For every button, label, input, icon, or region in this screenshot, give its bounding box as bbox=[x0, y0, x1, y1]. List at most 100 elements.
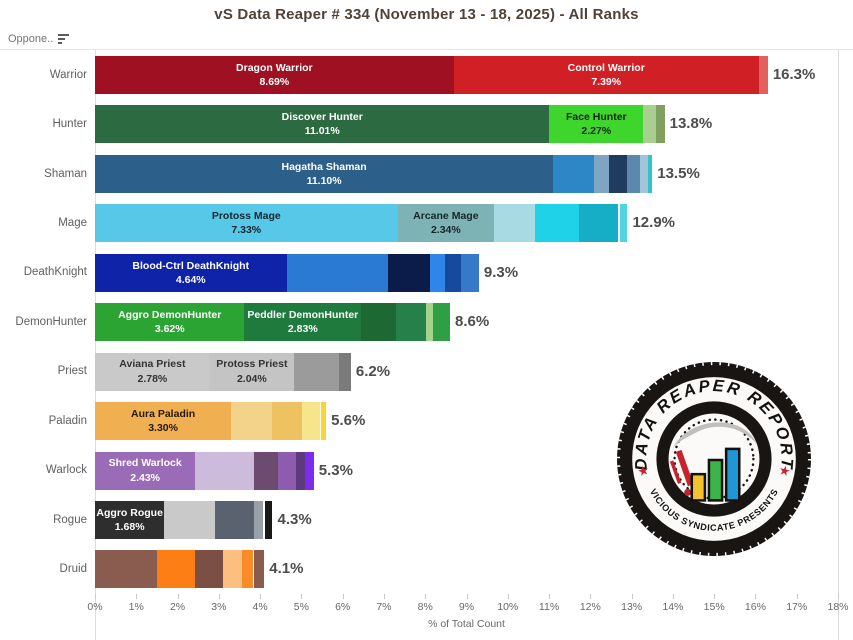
bar-segment[interactable] bbox=[286, 253, 388, 292]
bar-segment[interactable] bbox=[339, 352, 351, 391]
bar-segment[interactable] bbox=[396, 303, 427, 342]
bar-segment[interactable] bbox=[494, 204, 536, 243]
segment-archetype-name: Face Hunter bbox=[565, 111, 627, 124]
bar-segment[interactable] bbox=[445, 253, 462, 292]
bar-segment[interactable] bbox=[223, 550, 242, 589]
segment-share-value: 2.27% bbox=[581, 125, 612, 138]
stacked-bar[interactable]: Aviana Priest 2.78% Protoss Priest 2.04% bbox=[95, 352, 351, 391]
bar-segment[interactable]: Protoss Priest 2.04% bbox=[209, 352, 294, 391]
bar-segment[interactable]: Aviana Priest 2.78% bbox=[95, 352, 210, 391]
bar-segment[interactable] bbox=[643, 105, 656, 144]
bar-segment[interactable] bbox=[433, 303, 450, 342]
y-axis-class-label[interactable]: Druid bbox=[59, 563, 87, 576]
bar-segment[interactable] bbox=[639, 154, 649, 193]
bar-segment[interactable] bbox=[252, 550, 255, 589]
bar-segment[interactable] bbox=[578, 204, 618, 243]
opponent-column-header[interactable]: Oppone.. bbox=[8, 33, 70, 45]
bar-segment[interactable] bbox=[302, 402, 320, 441]
bar-segment[interactable] bbox=[304, 451, 314, 490]
y-axis-class-label[interactable]: Priest bbox=[57, 365, 87, 378]
stacked-bar[interactable]: Aura Paladin 3.30% bbox=[95, 402, 327, 441]
bar-segment[interactable] bbox=[387, 253, 430, 292]
table-row: Aggro Rogue 1.68% 4.3% bbox=[95, 495, 838, 544]
bar-segment[interactable] bbox=[620, 204, 628, 243]
bar-segment[interactable] bbox=[254, 550, 265, 589]
y-axis-class-label[interactable]: Warlock bbox=[45, 464, 87, 477]
bar-segment[interactable] bbox=[231, 402, 273, 441]
stacked-bar[interactable]: Aggro DemonHunter 3.62% Peddler DemonHunte… bbox=[95, 303, 450, 342]
bar-segment[interactable]: Shred Warlock 2.43% bbox=[95, 451, 196, 490]
bar-segment[interactable]: Discover Hunter 11.01% bbox=[95, 105, 550, 144]
stacked-bar[interactable]: Hagatha Shaman 11.10% bbox=[95, 154, 653, 193]
x-axis-tick bbox=[425, 594, 427, 599]
x-axis-tick-label: 8% bbox=[417, 601, 433, 613]
bar-segment[interactable] bbox=[95, 550, 157, 589]
bar-segment[interactable]: Hagatha Shaman 11.10% bbox=[95, 154, 554, 193]
bar-segment[interactable] bbox=[156, 550, 196, 589]
bar-segment[interactable] bbox=[648, 154, 653, 193]
bar-segment[interactable] bbox=[214, 500, 254, 539]
stacked-bar[interactable]: Aggro Rogue 1.68% bbox=[95, 500, 273, 539]
bar-segment[interactable] bbox=[461, 253, 479, 292]
x-axis-tick-label: 13% bbox=[621, 601, 643, 613]
bar-segment[interactable] bbox=[758, 56, 768, 94]
bar-segment[interactable]: Protoss Mage 7.33% bbox=[95, 204, 398, 243]
bar-segment[interactable]: Control Warrior 7.39% bbox=[453, 56, 759, 94]
bar-segment[interactable] bbox=[296, 451, 305, 490]
stacked-bar[interactable] bbox=[95, 550, 265, 589]
bar-segment[interactable] bbox=[594, 154, 609, 193]
bar-segment[interactable] bbox=[361, 303, 397, 342]
bar-segment[interactable]: Aggro DemonHunter 3.62% bbox=[95, 303, 245, 342]
segment-share-value: 4.64% bbox=[175, 273, 206, 286]
bar-segment[interactable] bbox=[253, 451, 278, 490]
bar-segment[interactable] bbox=[195, 550, 224, 589]
bar-segment[interactable] bbox=[319, 402, 322, 441]
sort-descending-icon[interactable] bbox=[58, 34, 70, 44]
y-axis-class-label[interactable]: DeathKnight bbox=[23, 266, 87, 279]
bar-segment[interactable] bbox=[293, 352, 340, 391]
x-axis-tick bbox=[136, 594, 138, 599]
bar-segment[interactable] bbox=[265, 500, 273, 539]
stacked-bar[interactable]: Dragon Warrior 8.69% Control Warrior 7.39% bbox=[95, 56, 768, 94]
y-axis-class-label[interactable]: DemonHunter bbox=[15, 315, 87, 328]
bar-segment[interactable] bbox=[608, 154, 628, 193]
bar-segment[interactable] bbox=[277, 451, 297, 490]
bar-segment[interactable] bbox=[617, 204, 620, 243]
bar-segment[interactable] bbox=[253, 500, 264, 539]
bar-segment[interactable]: Aggro Rogue 1.68% bbox=[95, 500, 165, 539]
bar-segment[interactable] bbox=[426, 303, 434, 342]
bar-segment[interactable] bbox=[195, 451, 254, 490]
bar-segment[interactable]: Dragon Warrior 8.69% bbox=[95, 56, 454, 94]
stacked-bar[interactable]: Protoss Mage 7.33% Arcane Mage 2.34% bbox=[95, 204, 628, 243]
x-axis-tick bbox=[466, 594, 468, 599]
stacked-bar[interactable]: Discover Hunter 11.01% Face Hunter 2.27% bbox=[95, 105, 665, 144]
bar-segment[interactable] bbox=[164, 500, 215, 539]
bar-segment[interactable] bbox=[272, 402, 303, 441]
bar-segment[interactable]: Arcane Mage 2.34% bbox=[397, 204, 495, 243]
bar-segment[interactable] bbox=[553, 154, 595, 193]
bar-segment[interactable] bbox=[241, 550, 253, 589]
y-axis-class-label[interactable]: Shaman bbox=[44, 167, 87, 180]
bar-segment[interactable]: Blood-Ctrl DeathKnight 4.64% bbox=[95, 253, 287, 292]
bar-segment[interactable]: Aura Paladin 3.30% bbox=[95, 402, 232, 441]
bar-segment[interactable] bbox=[263, 500, 266, 539]
x-axis-tick-label: 11% bbox=[538, 601, 560, 613]
y-axis-class-label[interactable]: Mage bbox=[58, 217, 87, 230]
bar-segment[interactable] bbox=[429, 253, 446, 292]
bar-segment[interactable] bbox=[535, 204, 579, 243]
bar-segment[interactable]: Face Hunter 2.27% bbox=[549, 105, 644, 144]
y-axis-class-label[interactable]: Rogue bbox=[53, 513, 87, 526]
bar-segment[interactable] bbox=[627, 154, 640, 193]
y-axis-class-label[interactable]: Warrior bbox=[49, 68, 87, 81]
stacked-bar[interactable]: Blood-Ctrl DeathKnight 4.64% bbox=[95, 253, 479, 292]
stacked-bar[interactable]: Shred Warlock 2.43% bbox=[95, 451, 314, 490]
table-row: 4.1% bbox=[95, 544, 838, 593]
x-axis-tick bbox=[342, 594, 344, 599]
bar-segment[interactable] bbox=[655, 105, 665, 144]
bar-segment[interactable]: Peddler DemonHunter 2.83% bbox=[244, 303, 362, 342]
x-axis-tick bbox=[631, 594, 633, 599]
y-axis-class-label[interactable]: Hunter bbox=[52, 118, 87, 131]
y-axis-class-label[interactable]: Paladin bbox=[48, 414, 87, 427]
bar-segment[interactable] bbox=[321, 402, 327, 441]
table-row: Hagatha Shaman 11.10% 13.5% bbox=[95, 149, 838, 198]
